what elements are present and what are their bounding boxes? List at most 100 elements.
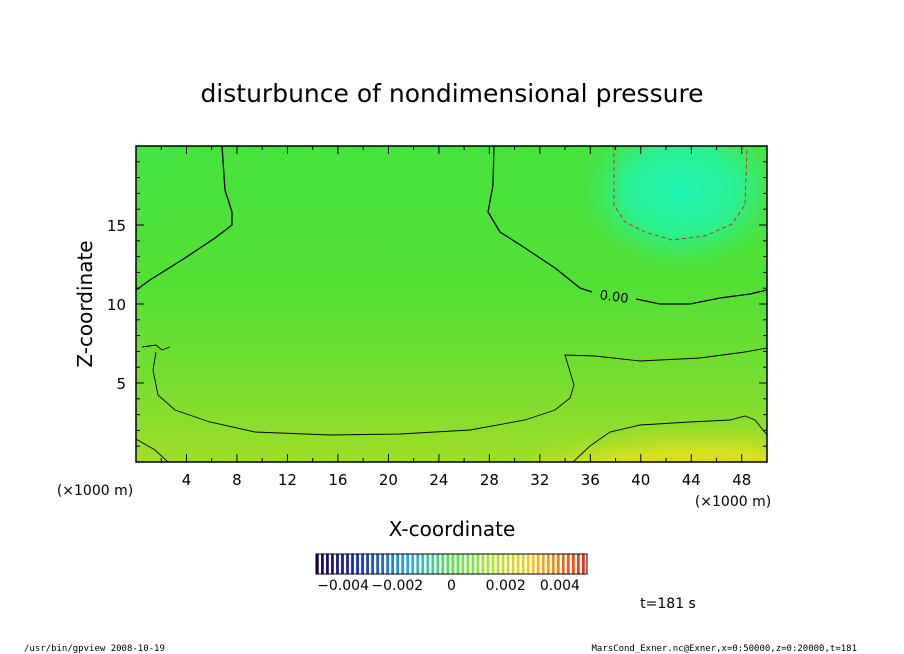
colorbar-cell <box>331 554 334 574</box>
colorbar-cell <box>421 554 425 574</box>
colorbar-cell <box>501 554 505 574</box>
x-axis-ticks: 4 8 12 16 20 24 28 32 36 40 44 48 <box>160 146 751 489</box>
heatmap-high-bottom-right <box>530 408 767 462</box>
colorbar-cell <box>576 554 580 574</box>
colorbar-cell <box>436 554 440 574</box>
colorbar <box>316 554 585 574</box>
heatmap-low-left <box>136 146 266 336</box>
colorbar-cell <box>341 554 344 574</box>
x-tick-label: 16 <box>328 471 347 489</box>
y-tick-label: 10 <box>107 296 126 314</box>
colorbar-cell <box>551 554 555 574</box>
colorbar-cell <box>531 554 535 574</box>
colorbar-tick-label: −0.004 <box>317 578 369 594</box>
colorbar-cell <box>541 554 545 574</box>
colorbar-tick-label: 0 <box>447 578 456 594</box>
contour-positive-3 <box>572 415 767 462</box>
colorbar-cell <box>441 554 445 574</box>
x-tick-label: 40 <box>631 471 650 489</box>
heatmap-high-bottom-left <box>136 422 206 462</box>
x-tick-label: 32 <box>530 471 549 489</box>
colorbar-cell <box>356 554 359 574</box>
colorbar-cell <box>461 554 465 574</box>
colorbar-cell <box>326 554 329 574</box>
colorbar-tick-label: 0.002 <box>486 578 526 594</box>
x-unit-left: (×1000 m) <box>57 483 133 499</box>
colorbar-cell <box>451 554 455 574</box>
x-tick-label: 24 <box>429 471 448 489</box>
contour-label: 0.00 <box>599 288 630 307</box>
colorbar-cell <box>371 554 374 574</box>
colorbar-cell <box>566 554 570 574</box>
colorbar-cell <box>446 554 450 574</box>
colorbar-cell <box>321 554 324 574</box>
colorbar-cell <box>431 554 435 574</box>
colorbar-cell <box>386 554 390 574</box>
footer-left: /usr/bin/gpview 2008-10-19 <box>24 644 165 654</box>
colorbar-cell <box>381 554 385 574</box>
y-axis-ticks: 5 10 15 <box>107 161 767 447</box>
colorbar-cell <box>581 554 585 574</box>
colorbar-cell <box>401 554 405 574</box>
contour-negative-dashed <box>613 146 748 241</box>
contour-zero-right-2 <box>635 289 767 305</box>
time-label: t=181 s <box>640 596 696 612</box>
colorbar-cell <box>466 554 470 574</box>
colorbar-cell <box>351 554 354 574</box>
colorbar-cell <box>416 554 420 574</box>
x-tick-label: 44 <box>682 471 701 489</box>
footer-right: MarsCond_Exner.nc@Exner,x=0:50000,z=0:20… <box>591 644 857 654</box>
colorbar-cell <box>476 554 480 574</box>
colorbar-cell <box>426 554 430 574</box>
colorbar-cell <box>496 554 500 574</box>
colorbar-cell <box>486 554 490 574</box>
colorbar-cell <box>556 554 560 574</box>
y-axis-label: Z-coordinate <box>73 240 97 367</box>
x-tick-label: 36 <box>581 471 600 489</box>
colorbar-cell <box>336 554 339 574</box>
colorbar-cell <box>506 554 510 574</box>
colorbar-cell <box>376 554 379 574</box>
colorbar-frame <box>315 553 588 575</box>
heatmap-low-right <box>577 146 767 270</box>
colorbar-cell <box>316 554 319 574</box>
colorbar-cell <box>361 554 364 574</box>
y-tick-label: 5 <box>116 375 126 393</box>
colorbar-cell <box>406 554 410 574</box>
x-tick-label: 28 <box>480 471 499 489</box>
contour-positive-1 <box>141 344 767 436</box>
contour-zero-left <box>136 146 233 291</box>
colorbar-cell <box>366 554 369 574</box>
colorbar-cell <box>536 554 540 574</box>
x-unit-right: (×1000 m) <box>695 494 771 510</box>
x-tick-label: 4 <box>182 471 192 489</box>
colorbar-cell <box>471 554 475 574</box>
colorbar-tick-label: −0.002 <box>371 578 423 594</box>
plot-area <box>136 146 767 462</box>
colorbar-cell <box>526 554 530 574</box>
y-tick-label: 15 <box>107 217 126 235</box>
x-tick-label: 12 <box>278 471 297 489</box>
colorbar-cell <box>411 554 415 574</box>
colorbar-cell <box>491 554 495 574</box>
colorbar-cell <box>346 554 349 574</box>
x-tick-label: 8 <box>232 471 242 489</box>
colorbar-cell <box>516 554 520 574</box>
colorbar-tick-labels: −0.004 −0.002 0 0.002 0.004 <box>317 578 580 594</box>
colorbar-cell <box>546 554 550 574</box>
colorbar-cell <box>396 554 400 574</box>
colorbar-cell <box>391 554 395 574</box>
colorbar-cell <box>521 554 525 574</box>
colorbar-cell <box>511 554 515 574</box>
contour-positive-2 <box>136 438 169 462</box>
colorbar-cell <box>456 554 460 574</box>
colorbar-cell <box>561 554 565 574</box>
x-tick-label: 48 <box>732 471 751 489</box>
x-axis-label: X-coordinate <box>389 517 516 541</box>
colorbar-cell <box>571 554 575 574</box>
x-tick-label: 20 <box>379 471 398 489</box>
colorbar-cell <box>481 554 485 574</box>
colorbar-tick-label: 0.004 <box>540 578 580 594</box>
contour-zero-right <box>487 146 593 293</box>
